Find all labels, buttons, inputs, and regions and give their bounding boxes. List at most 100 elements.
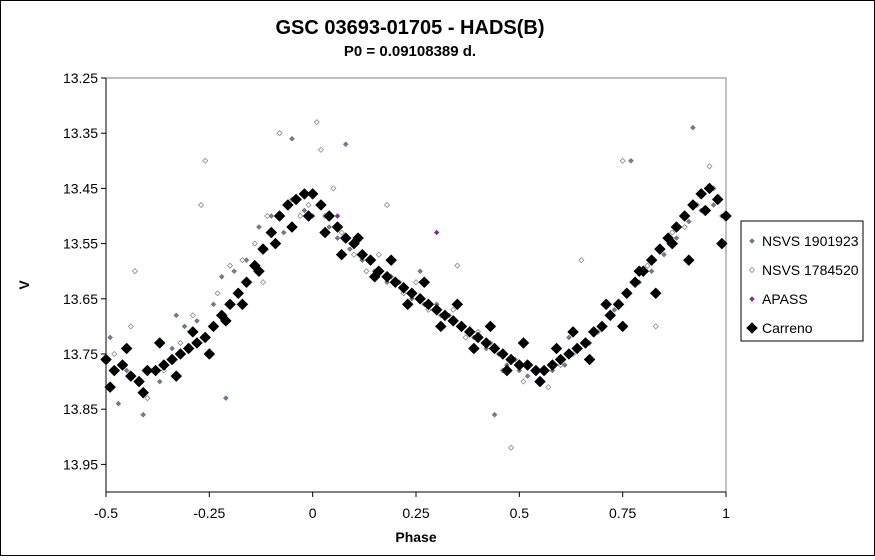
data-point [472,331,484,344]
data-point [480,337,493,349]
data-point [538,364,550,377]
data-point [649,287,662,300]
data-point [414,292,426,305]
data-point [149,364,162,377]
y-tick-label: 13.25 [63,70,98,86]
data-point [450,306,457,313]
legend: NSVS 1901923 NSVS 1784520 APASS Carreno [740,220,864,342]
data-point [451,298,464,311]
data-point [282,199,294,211]
data-point [137,386,150,399]
data-point [578,257,585,264]
data-point [144,395,151,402]
data-point [703,182,716,195]
data-point [214,290,221,297]
data-point [207,320,220,333]
x-axis-label: Phase [395,529,436,545]
data-point [545,384,552,391]
y-tick-label: 13.85 [63,401,98,417]
legend-label: NSVS 1901923 [762,233,859,249]
data-point [434,320,447,333]
data-point [661,251,667,258]
data-point [447,315,460,327]
legend-marker [749,238,755,244]
chart-title: GSC 03693-01705 - HADS(B) [276,17,545,39]
data-point [265,226,278,239]
data-point [546,359,559,371]
data-point [257,243,269,255]
data-point [616,320,629,333]
data-point [363,268,370,275]
data-point [182,342,195,355]
data-point [554,353,567,366]
legend-marker [748,266,756,274]
data-point [648,268,655,274]
data-point [433,229,440,236]
data-point [264,212,271,220]
data-point [652,323,659,330]
legend-label: APASS [762,291,808,307]
data-point [203,348,216,360]
data-point [699,204,712,217]
data-point [210,301,217,308]
data-point [223,395,229,401]
data-point [141,364,154,377]
series-2 [334,213,440,236]
data-point [173,312,180,319]
data-point [384,201,391,209]
x-tick-label: 1 [722,505,730,521]
chart-subtitle: P0 = 0.09108389 d. [344,43,476,60]
data-point [276,130,283,137]
data-point [352,232,364,244]
data-point [530,364,542,377]
data-point [338,229,345,236]
data-point [521,359,534,371]
data-point [505,353,517,366]
data-point [202,157,209,164]
data-point [158,359,170,371]
data-point [334,235,341,241]
data-point [198,201,205,209]
data-point [177,339,184,347]
data-point [317,146,324,153]
data-point [669,229,676,236]
data-point [115,400,122,407]
data-point [330,185,337,192]
data-point [491,411,498,418]
data-point [239,257,246,264]
y-tick-label: 13.65 [63,291,98,307]
data-point [326,224,332,230]
data-point [231,268,237,274]
data-point [256,224,262,230]
legend-label: Carreno [762,320,813,336]
data-point [583,353,596,366]
x-tick-label: 0.5 [510,505,530,521]
data-point [462,334,469,341]
data-point [189,312,196,319]
data-point [298,188,311,200]
data-point [364,254,377,267]
data-point [226,262,234,269]
y-tick-label: 13.95 [63,456,98,472]
x-tick-label: -0.25 [193,505,225,521]
data-point [260,279,267,286]
data-point [302,210,315,222]
data-point [286,221,298,233]
data-point [468,342,480,355]
y-axis-label: V [16,280,32,290]
data-point [347,246,353,252]
data-point [587,326,600,338]
data-point [600,298,612,311]
data-point [199,331,212,344]
data-point [127,323,134,330]
data-point [681,223,688,231]
data-point [253,265,265,278]
data-point [628,158,634,164]
data-point [620,287,633,300]
data-point [323,210,336,222]
data-point [350,251,358,258]
data-point [305,201,312,209]
data-point [670,221,683,233]
data-point [513,359,526,371]
data-point [463,326,476,338]
